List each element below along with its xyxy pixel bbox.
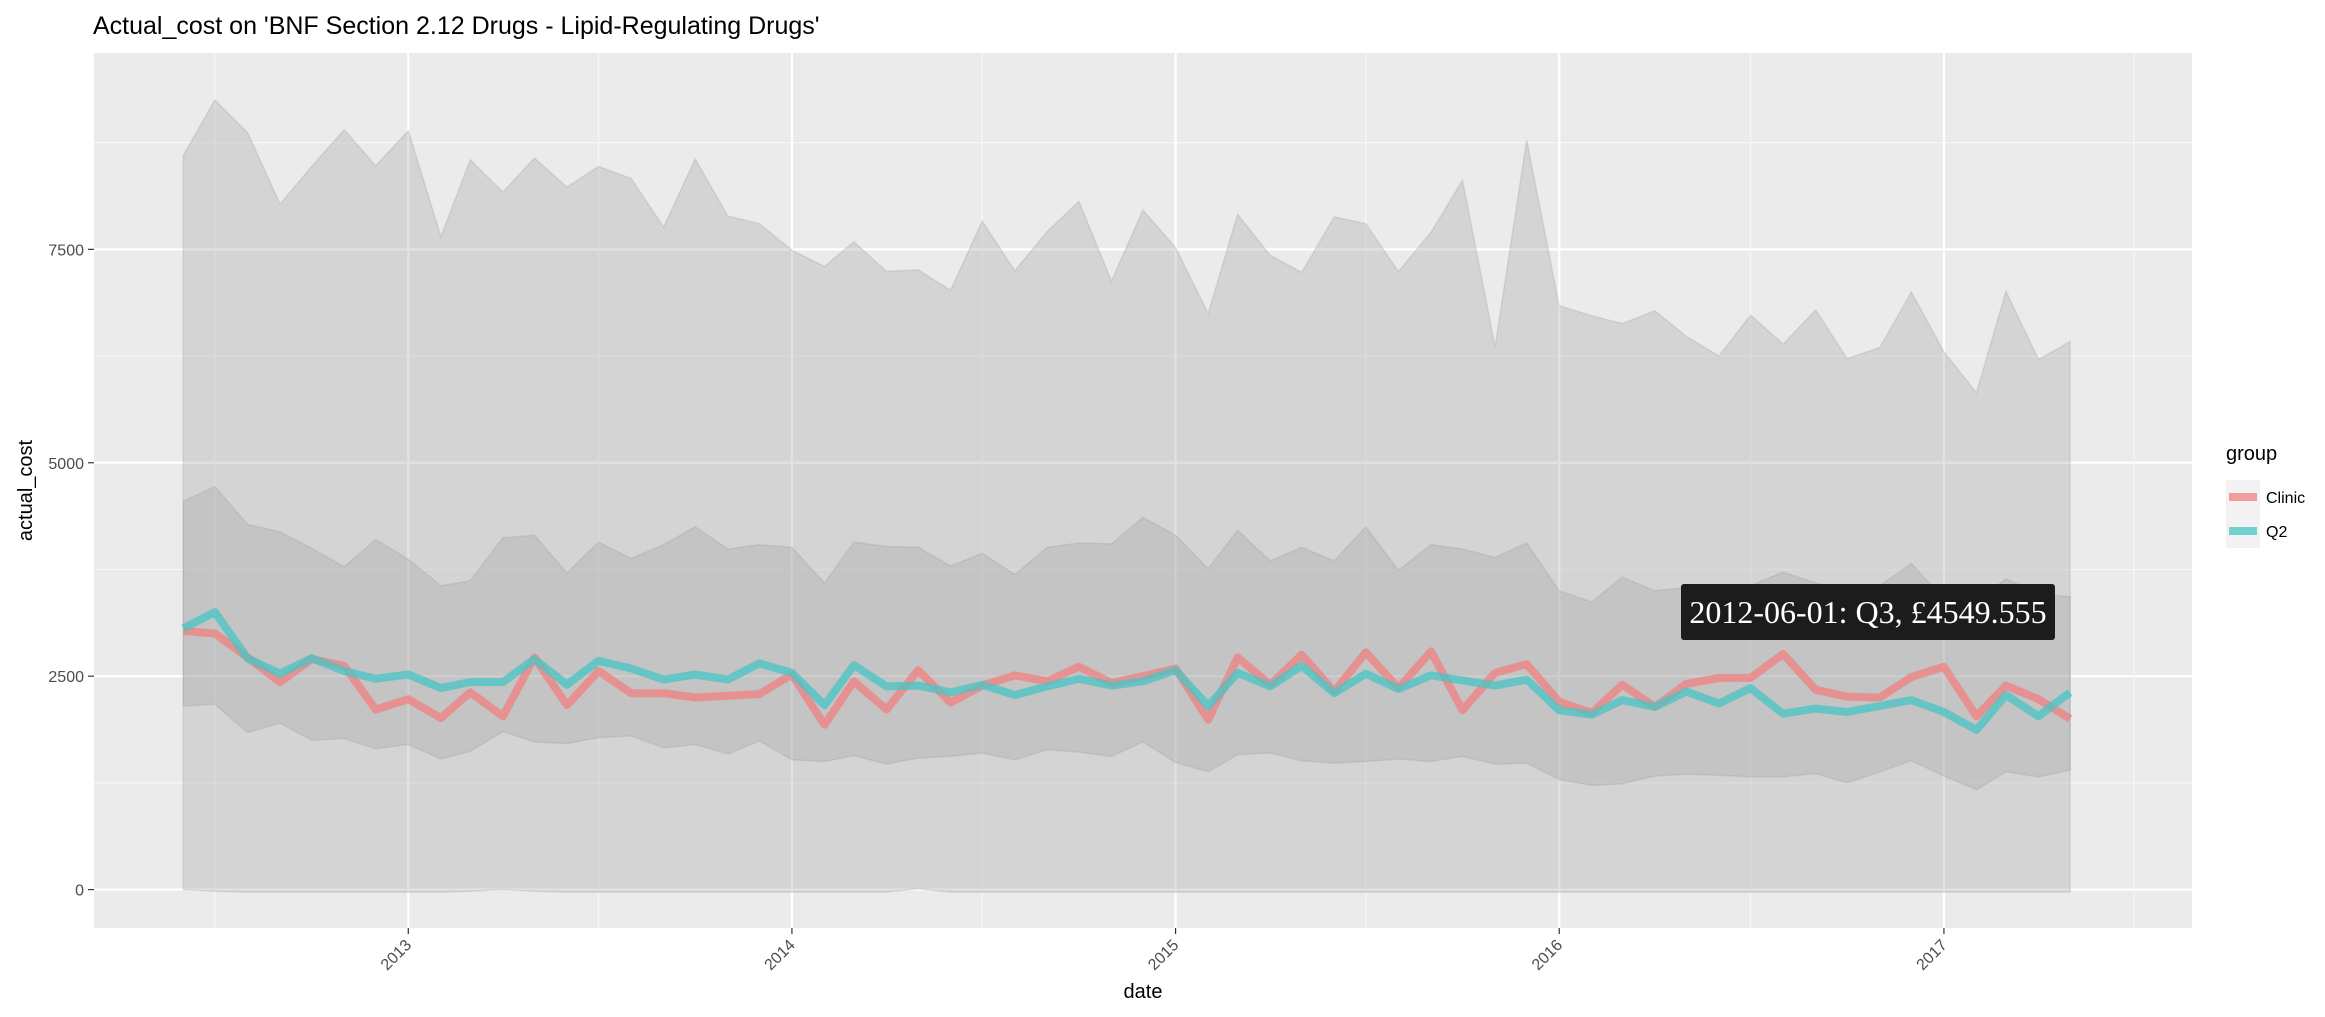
x-tick-label: 2013 bbox=[378, 937, 415, 974]
legend-title: group bbox=[2226, 443, 2277, 465]
y-axis-title: actual_cost bbox=[15, 439, 37, 541]
y-tick-label: 2500 bbox=[48, 669, 84, 686]
plot-panel bbox=[94, 53, 2192, 928]
series-lines bbox=[181, 608, 2073, 734]
panel-background bbox=[94, 53, 2192, 928]
legend-label-q2: Q2 bbox=[2266, 524, 2287, 541]
x-tick-label: 2016 bbox=[1529, 937, 1566, 974]
y-tick-label: 7500 bbox=[48, 242, 84, 259]
chart-title: Actual_cost on 'BNF Section 2.12 Drugs -… bbox=[93, 12, 820, 40]
x-tick-label: 2014 bbox=[762, 937, 799, 974]
legend: group Clinic Q2 bbox=[2226, 443, 2305, 548]
hover-tooltip: 2012-06-01: Q3, £4549.555 bbox=[1681, 584, 2055, 640]
x-axis-title: date bbox=[1124, 981, 1163, 1003]
y-tick-label: 0 bbox=[75, 883, 84, 900]
legend-label-clinic: Clinic bbox=[2266, 490, 2305, 507]
x-tick-label: 2015 bbox=[1145, 937, 1182, 974]
x-tick-label: 2017 bbox=[1914, 937, 1951, 974]
grid bbox=[94, 53, 2192, 928]
y-tick-label: 5000 bbox=[48, 456, 84, 473]
series-line-q2 bbox=[181, 608, 2073, 734]
